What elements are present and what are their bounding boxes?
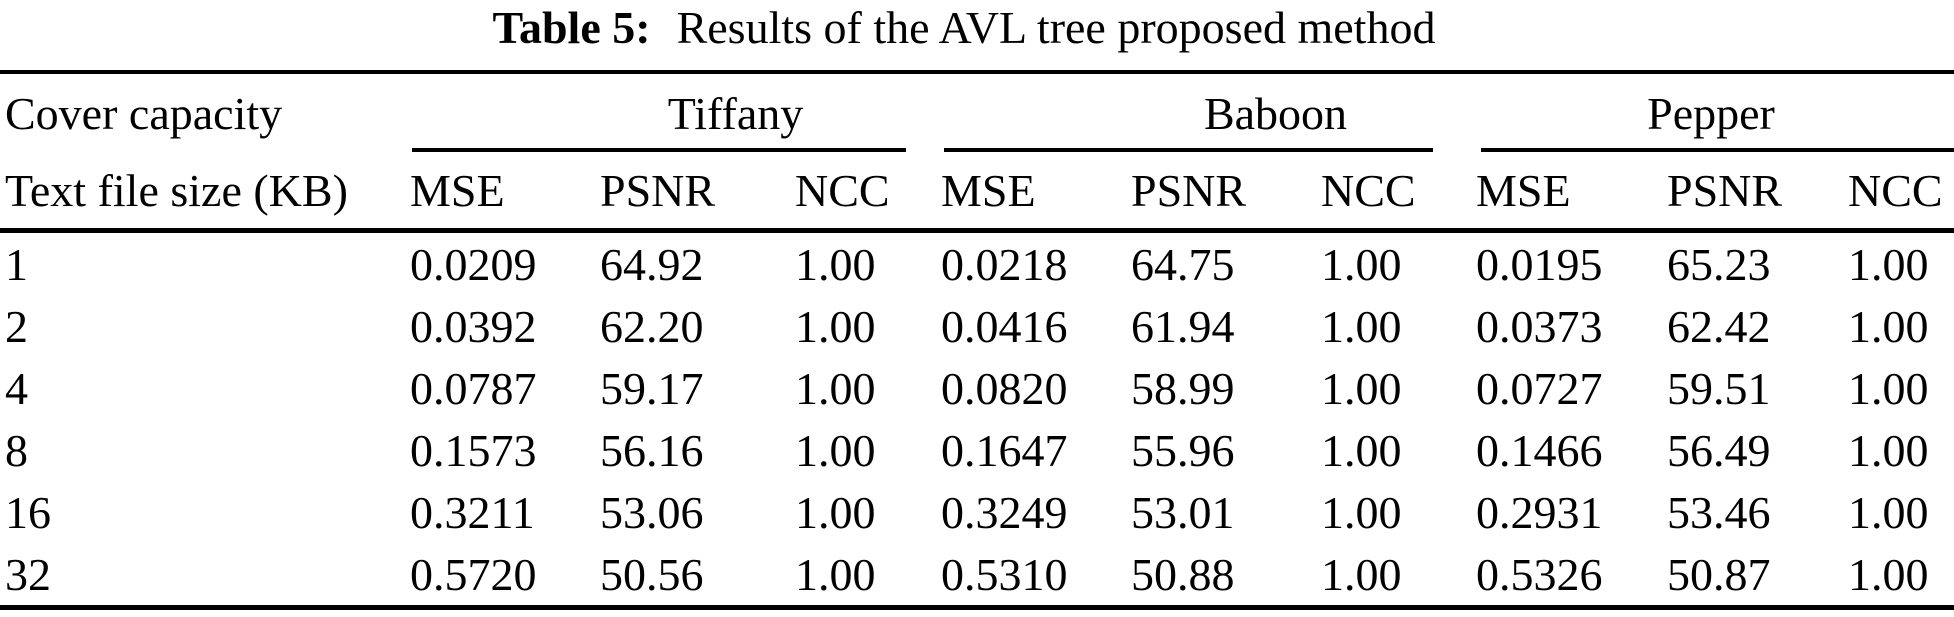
row-size-label: 2 xyxy=(5,300,28,352)
value-cell: 0.1647 xyxy=(941,424,1068,476)
value-cell: 1.00 xyxy=(1321,362,1402,414)
value-cell: 1.00 xyxy=(1321,300,1402,352)
value-cell: 0.0727 xyxy=(1476,362,1603,414)
row-size-label: 16 xyxy=(5,486,51,538)
value-cell: 0.0392 xyxy=(410,300,537,352)
row-size-label: 1 xyxy=(5,238,28,290)
value-cell: 0.5326 xyxy=(1476,548,1603,600)
value-cell: 56.49 xyxy=(1667,424,1771,476)
group-header-tiffany: Tiffany xyxy=(410,72,941,152)
metric-header-psnr: PSNR xyxy=(1131,152,1322,233)
value-cell: 53.06 xyxy=(600,486,704,538)
value-cell: 64.75 xyxy=(1131,238,1235,290)
value-cell: 1.00 xyxy=(1321,486,1402,538)
value-cell: 0.0195 xyxy=(1476,238,1603,290)
metric-header-mse: MSE xyxy=(1476,152,1668,233)
group-header-baboon: Baboon xyxy=(941,72,1476,152)
value-cell: 0.0787 xyxy=(410,362,537,414)
metric-header-psnr: PSNR xyxy=(1667,152,1849,233)
value-cell: 1.00 xyxy=(1848,300,1929,352)
metric-header-ncc: NCC xyxy=(795,152,942,233)
group-underline xyxy=(944,148,1434,152)
value-cell: 0.3249 xyxy=(941,486,1068,538)
value-cell: 62.20 xyxy=(600,300,704,352)
row-header: Text file size (KB) xyxy=(0,152,410,233)
value-cell: 1.00 xyxy=(795,362,876,414)
value-cell: 50.56 xyxy=(600,548,704,600)
row-size-label: 4 xyxy=(5,362,28,414)
value-cell: 1.00 xyxy=(1848,548,1929,600)
table-body: 1 0.0209 64.92 1.00 0.0218 64.75 1.00 0.0195 65.… xyxy=(0,231,1954,608)
value-cell: 1.00 xyxy=(1848,486,1929,538)
value-cell: 64.92 xyxy=(600,238,704,290)
value-cell: 1.00 xyxy=(1848,424,1929,476)
value-cell: 1.00 xyxy=(795,300,876,352)
value-cell: 1.00 xyxy=(795,424,876,476)
value-cell: 1.00 xyxy=(1848,362,1929,414)
group-underline xyxy=(1481,148,1954,152)
group-header-pepper: Pepper xyxy=(1476,72,1954,152)
value-cell: 59.17 xyxy=(600,362,704,414)
metric-header-row: Text file size (KB) MSE PSNR NCC MSE PSN… xyxy=(0,152,1954,233)
table-row: 8 0.1573 56.16 1.00 0.1647 55.96 1.00 0.1466 56.… xyxy=(0,419,1954,481)
value-cell: 0.1573 xyxy=(410,424,537,476)
metric-header-psnr: PSNR xyxy=(600,152,795,233)
value-cell: 59.51 xyxy=(1667,362,1771,414)
table-row: 1 0.0209 64.92 1.00 0.0218 64.75 1.00 0.0195 65.… xyxy=(0,231,1954,296)
value-cell: 61.94 xyxy=(1131,300,1235,352)
group-label-pepper: Pepper xyxy=(1647,87,1775,139)
value-cell: 50.88 xyxy=(1131,548,1235,600)
value-cell: 1.00 xyxy=(795,238,876,290)
table-row: 4 0.0787 59.17 1.00 0.0820 58.99 1.00 0.0727 59.… xyxy=(0,357,1954,419)
value-cell: 0.3211 xyxy=(410,486,535,538)
value-cell: 1.00 xyxy=(795,548,876,600)
value-cell: 1.00 xyxy=(1848,238,1929,290)
table-row: 16 0.3211 53.06 1.00 0.3249 53.01 1.00 0.2931 53… xyxy=(0,481,1954,543)
value-cell: 1.00 xyxy=(1321,238,1402,290)
value-cell: 0.0416 xyxy=(941,300,1068,352)
value-cell: 62.42 xyxy=(1667,300,1771,352)
value-cell: 65.23 xyxy=(1667,238,1771,290)
value-cell: 1.00 xyxy=(795,486,876,538)
value-cell: 1.00 xyxy=(1321,424,1402,476)
group-header-row: Cover capacity Tiffany Baboon Pepper xyxy=(0,72,1954,152)
value-cell: 58.99 xyxy=(1131,362,1235,414)
value-cell: 0.0209 xyxy=(410,238,537,290)
caption-label: Table 5: xyxy=(492,2,651,53)
group-label-baboon: Baboon xyxy=(1203,87,1348,139)
metric-header-ncc: NCC xyxy=(1321,152,1477,233)
metric-header-mse: MSE xyxy=(941,152,1132,233)
caption-text: Results of the AVL tree proposed method xyxy=(676,2,1436,53)
value-cell: 0.0218 xyxy=(941,238,1068,290)
value-cell: 53.01 xyxy=(1131,486,1235,538)
row-size-label: 32 xyxy=(5,548,51,600)
group-label-tiffany: Tiffany xyxy=(667,87,804,139)
value-cell: 56.16 xyxy=(600,424,704,476)
table-caption: Table 5: Results of the AVL tree proposed… xyxy=(0,0,1954,70)
value-cell: 0.0373 xyxy=(1476,300,1603,352)
metric-header-ncc: NCC xyxy=(1848,152,1954,233)
group-underline xyxy=(412,148,907,152)
value-cell: 55.96 xyxy=(1131,424,1235,476)
table-row: 2 0.0392 62.20 1.00 0.0416 61.94 1.00 0.0373 62.… xyxy=(0,295,1954,357)
value-cell: 0.2931 xyxy=(1476,486,1603,538)
value-cell: 0.1466 xyxy=(1476,424,1603,476)
value-cell: 0.5310 xyxy=(941,548,1068,600)
value-cell: 0.0820 xyxy=(941,362,1068,414)
corner-label: Cover capacity xyxy=(5,87,283,139)
metric-header-mse: MSE xyxy=(410,152,600,233)
table-row: 32 0.5720 50.56 1.00 0.5310 50.88 1.00 0.5326 50… xyxy=(0,543,1954,608)
results-table: Cover capacity Tiffany Baboon Pepper Tex… xyxy=(0,70,1954,610)
value-cell: 0.5720 xyxy=(410,548,537,600)
value-cell: 1.00 xyxy=(1321,548,1402,600)
value-cell: 53.46 xyxy=(1667,486,1771,538)
row-size-label: 8 xyxy=(5,424,28,476)
value-cell: 50.87 xyxy=(1667,548,1771,600)
